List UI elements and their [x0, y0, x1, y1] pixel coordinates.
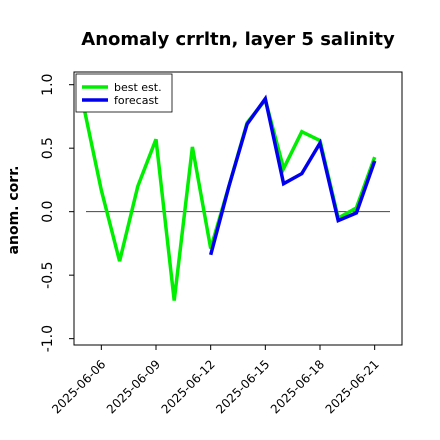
- plot-frame: [73, 71, 403, 346]
- x-tick-label: 2025-06-15: [213, 357, 272, 416]
- legend-box: [75, 73, 173, 113]
- x-tick-label: 2025-06-09: [104, 357, 163, 416]
- plot-area: [74, 72, 402, 345]
- x-tick-label: 2025-06-06: [49, 357, 108, 416]
- y-axis-label: anom. corr.: [6, 166, 22, 255]
- plot-frame-layer: [73, 71, 403, 346]
- legend-label: forecast: [114, 94, 159, 107]
- y-tick-label: 0.5: [40, 137, 56, 159]
- legend-label: best est.: [114, 81, 162, 94]
- x-tick-label: 2025-06-12: [159, 357, 218, 416]
- chart-title: Anomaly crrltn, layer 5 salinity: [81, 29, 395, 50]
- series-layer: [81, 94, 377, 301]
- x-tick-label: 2025-06-18: [268, 357, 327, 416]
- plot-background: [74, 72, 402, 345]
- y-ticks: -1.0 -0.5 0.0 0.5 1.0: [40, 74, 74, 352]
- y-tick-label: 0.0: [40, 201, 56, 223]
- series-line-forecast: [209, 94, 377, 256]
- y-tick-label: 1.0: [40, 74, 56, 96]
- y-tick-label: -0.5: [40, 261, 56, 288]
- x-ticks: 2025-06-062025-06-092025-06-122025-06-15…: [49, 345, 382, 416]
- x-tick-label: 2025-06-21: [323, 357, 382, 416]
- legend: best est.forecast: [75, 73, 173, 113]
- y-tick-label: -1.0: [40, 325, 56, 352]
